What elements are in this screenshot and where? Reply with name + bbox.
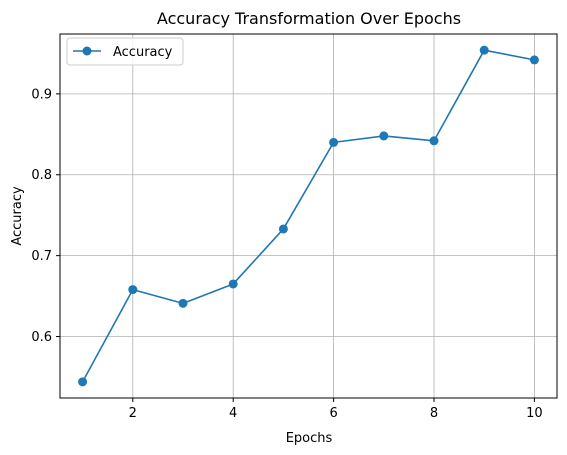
series-line: [81, 49, 535, 383]
y-tick-label: 0.8: [31, 168, 52, 183]
data-point: [429, 136, 439, 146]
x-tick-label: 4: [229, 406, 237, 421]
data-point: [278, 224, 288, 234]
x-tick-label: 8: [430, 406, 438, 421]
x-tick-label: 6: [329, 406, 337, 421]
legend: Accuracy: [66, 37, 184, 66]
y-axis-ticks: 0.6 0.7 0.8 0.9: [31, 87, 60, 345]
data-point: [379, 131, 389, 141]
x-tick-label: 10: [526, 406, 543, 421]
data-point: [329, 137, 339, 147]
y-tick-label: 0.9: [31, 87, 52, 102]
x-tick-label: 2: [129, 406, 137, 421]
series-accuracy: [78, 45, 539, 387]
data-point: [128, 285, 138, 295]
grid: [60, 34, 557, 398]
chart-title: Accuracy Transformation Over Epochs: [157, 9, 461, 28]
y-axis-label: Accuracy: [10, 186, 25, 246]
plot-frame: [59, 33, 558, 399]
data-point: [529, 55, 539, 65]
data-point: [78, 377, 88, 387]
legend-box: [66, 37, 184, 66]
x-axis-ticks: 2 4 6 8 10: [129, 398, 543, 421]
legend-entry-accuracy: Accuracy: [113, 45, 173, 60]
data-point: [228, 279, 238, 289]
y-tick-label: 0.7: [31, 249, 52, 264]
data-point: [479, 45, 489, 55]
data-point: [178, 298, 188, 308]
y-tick-label: 0.6: [31, 330, 52, 345]
legend-marker: [82, 46, 92, 56]
x-axis-label: Epochs: [286, 431, 333, 446]
